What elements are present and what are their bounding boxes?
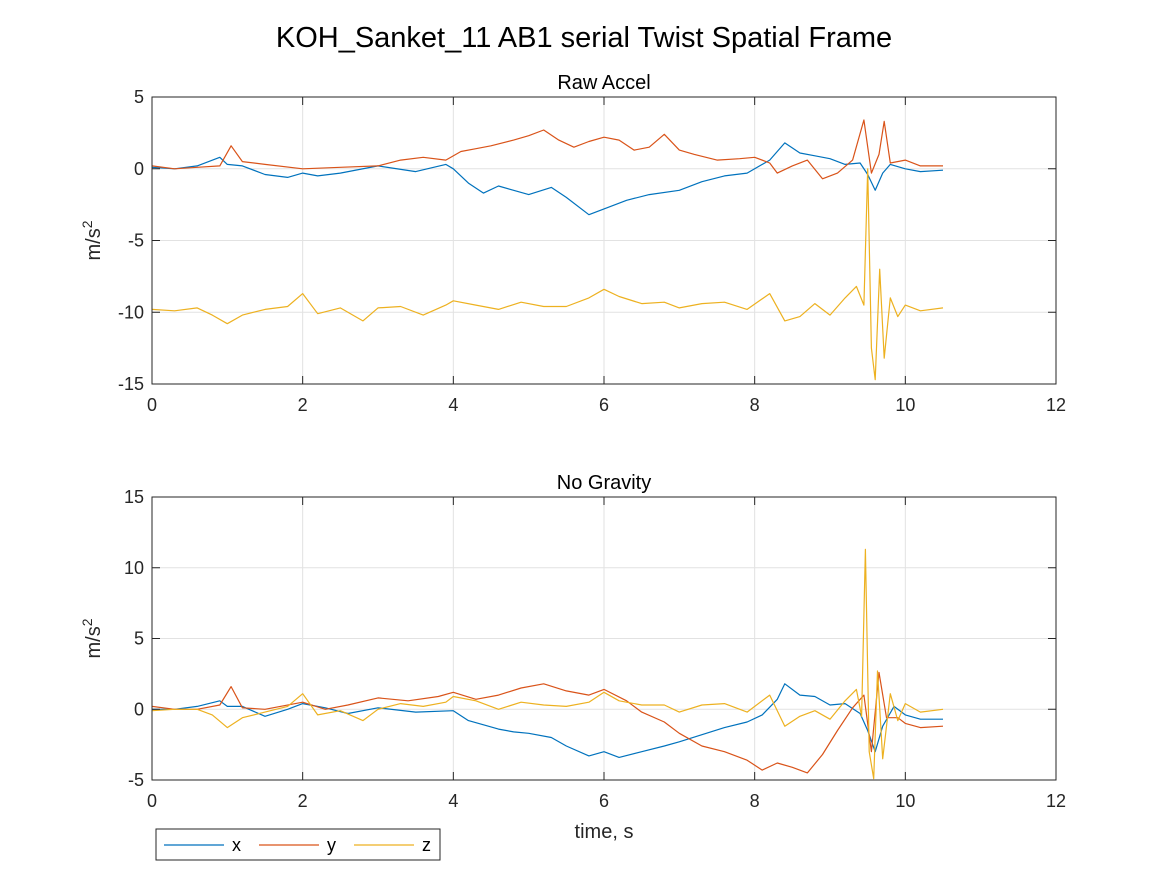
series-line-z — [152, 548, 944, 780]
x-tick-label: 10 — [895, 791, 915, 811]
x-axis-label: time, s — [575, 821, 634, 843]
legend-label-z: z — [422, 835, 431, 855]
grid — [152, 97, 1056, 384]
y-tick-label: 10 — [124, 558, 144, 578]
x-tick-label: 2 — [298, 791, 308, 811]
series-line-x — [152, 142, 944, 216]
legend: x y z — [155, 828, 441, 861]
y-axis-label: m/s2 — [79, 220, 105, 260]
x-tick-label: 0 — [147, 395, 157, 415]
legend-label-x: x — [232, 835, 241, 855]
x-tick-label: 6 — [599, 395, 609, 415]
plot-area — [152, 548, 944, 780]
y-tick-label: -5 — [128, 770, 144, 790]
subplot-title: Raw Accel — [557, 72, 650, 94]
y-tick-label: -10 — [118, 302, 144, 322]
grid — [152, 497, 1056, 780]
x-tick-label: 8 — [750, 395, 760, 415]
x-tick-label: 4 — [448, 791, 458, 811]
x-tick-label: 2 — [298, 395, 308, 415]
series-line-y — [152, 671, 944, 774]
y-tick-label: 15 — [124, 487, 144, 507]
x-tick-label: 0 — [147, 791, 157, 811]
x-tick-label: 6 — [599, 791, 609, 811]
figure-title: KOH_Sanket_11 AB1 serial Twist Spatial F… — [276, 22, 892, 54]
subplot-title: No Gravity — [557, 472, 651, 494]
y-tick-label: -15 — [118, 374, 144, 394]
series-line-y — [152, 119, 943, 180]
x-tick-label: 12 — [1046, 395, 1066, 415]
series-line-x — [152, 683, 943, 759]
subplot-raw-accel: 0 2 4 6 8 10 12 5 0 -5 -10 -15 Raw Accel m/s2 — [79, 72, 1066, 415]
x-tick-label: 12 — [1046, 791, 1066, 811]
x-tick-label: 10 — [895, 395, 915, 415]
legend-label-y: y — [327, 835, 336, 855]
x-tick-label: 4 — [448, 395, 458, 415]
series-line-z — [152, 168, 944, 381]
y-axis-label: m/s2 — [79, 618, 105, 658]
y-tick-label: 0 — [134, 159, 144, 179]
y-tick-label: 5 — [134, 629, 144, 649]
y-tick-label: 5 — [134, 87, 144, 107]
plot-area — [152, 119, 944, 381]
y-tick-label: -5 — [128, 231, 144, 251]
x-tick-label: 8 — [750, 791, 760, 811]
y-tick-label: 0 — [134, 699, 144, 719]
